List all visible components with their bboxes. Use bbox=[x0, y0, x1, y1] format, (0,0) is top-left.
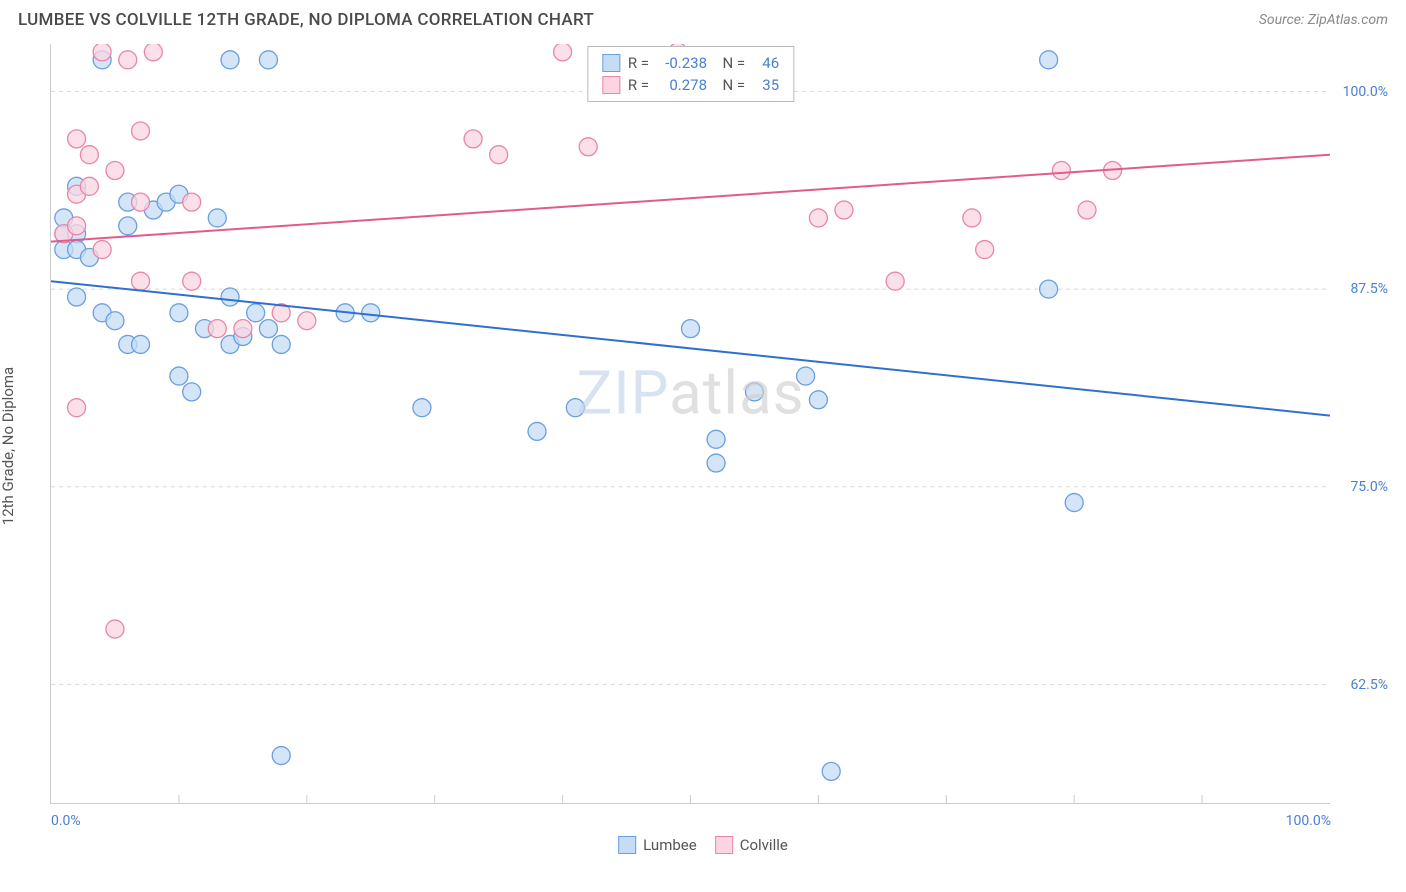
stat-n-value: 46 bbox=[753, 54, 779, 72]
stat-n-value: 35 bbox=[753, 76, 779, 94]
y-tick-label: 75.0% bbox=[1350, 479, 1388, 495]
x-tick-label: 100.0% bbox=[1286, 813, 1331, 829]
stat-n-label: N = bbox=[715, 54, 745, 72]
x-tick-label: 0.0% bbox=[51, 813, 81, 829]
legend-item: Lumbee bbox=[618, 836, 697, 854]
stat-n-label: N = bbox=[715, 76, 745, 94]
series-swatch bbox=[602, 54, 620, 72]
chart-title: LUMBEE VS COLVILLE 12TH GRADE, NO DIPLOM… bbox=[18, 10, 594, 30]
source-attribution: Source: ZipAtlas.com bbox=[1259, 12, 1388, 28]
stats-row: R = 0.278 N = 35 bbox=[602, 74, 779, 96]
plot-area: ZIPatlas R =-0.238 N =46R =0.278 N =35 6… bbox=[50, 44, 1330, 804]
legend-swatch bbox=[715, 836, 733, 854]
y-tick-label: 100.0% bbox=[1343, 84, 1388, 100]
y-tick-label: 62.5% bbox=[1350, 677, 1388, 693]
chart-container: 12th Grade, No Diploma ZIPatlas R =-0.23… bbox=[0, 36, 1406, 856]
stats-row: R = -0.238 N = 46 bbox=[602, 52, 779, 74]
chart-svg bbox=[51, 44, 1330, 803]
stat-r-value: -0.238 bbox=[657, 54, 707, 72]
legend-swatch bbox=[618, 836, 636, 854]
y-tick-label: 87.5% bbox=[1350, 281, 1388, 297]
stat-r-label: R = bbox=[628, 76, 649, 94]
legend-label: Lumbee bbox=[643, 836, 697, 854]
legend-label: Colville bbox=[740, 836, 788, 854]
stat-r-value: 0.278 bbox=[657, 76, 707, 94]
y-axis-label: 12th Grade, No Diploma bbox=[0, 367, 17, 525]
stats-legend-box: R = -0.238 N = 46 R = 0.278 N = 35 bbox=[587, 46, 794, 102]
series-swatch bbox=[602, 76, 620, 94]
legend-item: Colville bbox=[715, 836, 788, 854]
stat-r-label: R = bbox=[628, 54, 649, 72]
series-legend: Lumbee Colville bbox=[618, 836, 788, 854]
